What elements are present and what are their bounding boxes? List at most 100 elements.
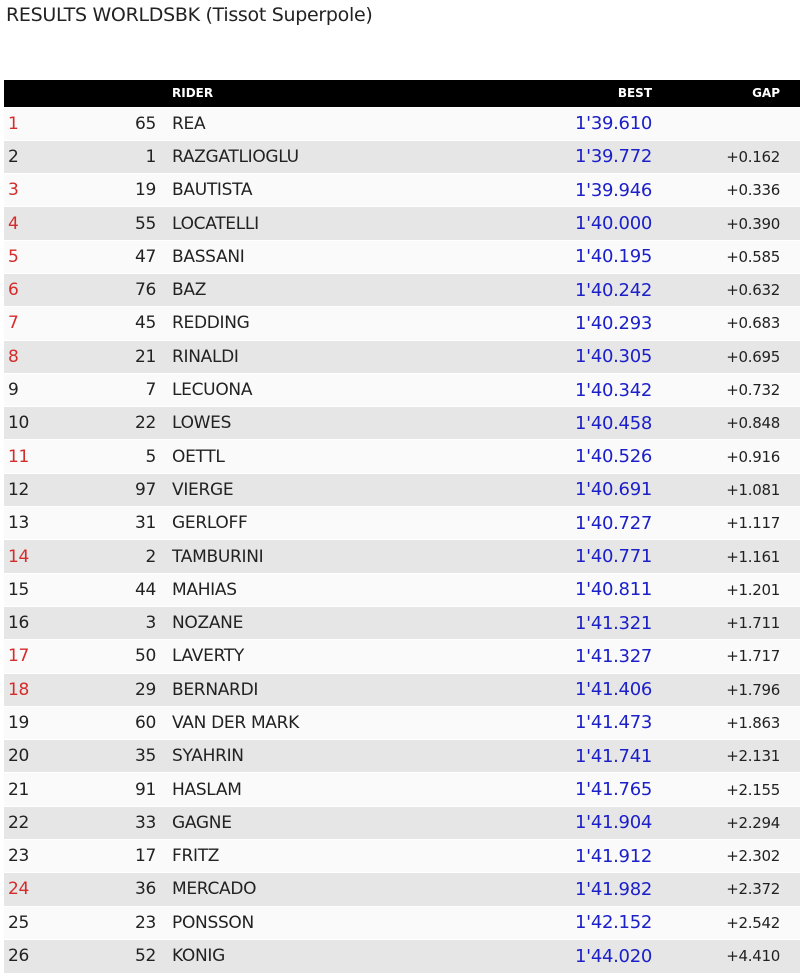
table-row: 25 23 PONSSON 1'42.152 +2.542 [4,905,800,940]
header-best: BEST [617,86,652,101]
rider-number: 3 [68,605,172,640]
position: 17 [4,639,68,674]
gap: +1.117 [652,506,800,540]
rider-number: 52 [68,938,172,973]
rider-number: 36 [68,872,172,907]
table-row: 14 2 TAMBURINI 1'40.771 +1.161 [4,539,800,574]
table-row: 5 47 BASSANI 1'40.195 +0.585 [4,239,800,274]
rider-number: 65 [68,106,172,141]
rider-number: 97 [68,472,172,507]
rider-name: PONSSON [172,905,472,940]
best-time: 1'40.811 [472,572,652,607]
position: 16 [4,605,68,640]
table-row: 21 91 HASLAM 1'41.765 +2.155 [4,772,800,807]
rider-name: TAMBURINI [172,539,472,574]
rider-number: 29 [68,672,172,707]
position: 23 [4,839,68,873]
gap: +2.302 [652,839,800,873]
best-time: 1'40.293 [472,306,652,341]
position: 10 [4,406,68,440]
rider-name: BERNARDI [172,672,472,707]
best-time: 1'40.526 [472,439,652,474]
gap: +0.916 [652,439,800,474]
table-row: 20 35 SYAHRIN 1'41.741 +2.131 [4,739,800,773]
position: 24 [4,872,68,907]
rider-number: 47 [68,239,172,274]
best-time: 1'41.765 [472,772,652,807]
best-time: 1'41.912 [472,839,652,873]
rider-number: 7 [68,372,172,407]
position: 3 [4,173,68,207]
gap: +2.542 [652,905,800,940]
header-gap: GAP [752,86,780,101]
position: 21 [4,772,68,807]
header-number [68,80,172,107]
gap: +0.162 [652,139,800,174]
table-row: 2 1 RAZGATLIOGLU 1'39.772 +0.162 [4,139,800,174]
rider-name: LAVERTY [172,639,472,674]
rider-name: NOZANE [172,605,472,640]
best-time: 1'41.321 [472,605,652,640]
position: 20 [4,739,68,773]
gap: +1.796 [652,672,800,707]
position: 9 [4,372,68,407]
rider-name: GAGNE [172,805,472,840]
table-row: 9 7 LECUONA 1'40.342 +0.732 [4,372,800,407]
position: 15 [4,572,68,607]
table-row: 11 5 OETTL 1'40.526 +0.916 [4,439,800,474]
rider-name: SYAHRIN [172,739,472,773]
best-time: 1'39.610 [472,106,652,141]
rider-number: 60 [68,705,172,740]
rider-number: 1 [68,139,172,174]
position: 2 [4,139,68,174]
table-row: 6 76 BAZ 1'40.242 +0.632 [4,272,800,307]
best-time: 1'40.342 [472,372,652,407]
position: 22 [4,805,68,840]
rider-number: 2 [68,539,172,574]
gap: +0.683 [652,306,800,341]
page-title: RESULTS WORLDSBK (Tissot Superpole) [6,4,373,26]
best-time: 1'39.772 [472,139,652,174]
best-time: 1'40.000 [472,206,652,241]
table-row: 13 31 GERLOFF 1'40.727 +1.117 [4,506,800,540]
gap: +2.131 [652,739,800,773]
rider-number: 76 [68,272,172,307]
position: 13 [4,506,68,540]
header-pos [4,80,68,107]
table-row: 15 44 MAHIAS 1'40.811 +1.201 [4,572,800,607]
gap: +1.081 [652,472,800,507]
gap: +4.410 [652,938,800,973]
position: 11 [4,439,68,474]
table-row: 22 33 GAGNE 1'41.904 +2.294 [4,805,800,840]
rider-name: RINALDI [172,339,472,374]
position: 4 [4,206,68,241]
best-time: 1'40.195 [472,239,652,274]
gap: +0.848 [652,406,800,440]
rider-name: LOWES [172,406,472,440]
gap: +0.632 [652,272,800,307]
rider-number: 19 [68,173,172,207]
position: 25 [4,905,68,940]
rider-name: MAHIAS [172,572,472,607]
rider-name: VIERGE [172,472,472,507]
rider-number: 50 [68,639,172,674]
rider-name: BAZ [172,272,472,307]
gap: +1.863 [652,705,800,740]
table-header: RIDER BEST GAP [4,80,800,107]
rider-name: MERCADO [172,872,472,907]
gap: +1.711 [652,605,800,640]
best-time: 1'40.771 [472,539,652,574]
position: 7 [4,306,68,341]
best-time: 1'41.473 [472,705,652,740]
table-row: 3 19 BAUTISTA 1'39.946 +0.336 [4,173,800,207]
table-row: 1 65 REA 1'39.610 [4,106,800,141]
position: 1 [4,106,68,141]
rider-number: 35 [68,739,172,773]
rider-number: 31 [68,506,172,540]
position: 6 [4,272,68,307]
best-time: 1'42.152 [472,905,652,940]
rider-name: BASSANI [172,239,472,274]
position: 12 [4,472,68,507]
rider-number: 33 [68,805,172,840]
header-rider: RIDER [172,86,214,101]
